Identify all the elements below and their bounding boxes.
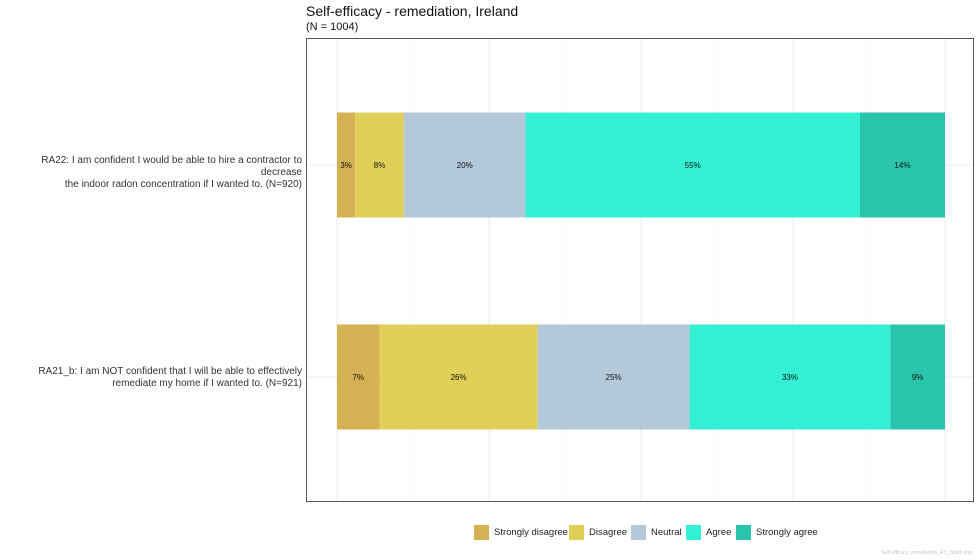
bar-ra22-disagree: [355, 112, 404, 218]
legend-swatch-strongly-agree: [736, 524, 751, 540]
bar-ra22-strongly-agree: [859, 112, 945, 218]
bar-ra21b-agree: [689, 324, 891, 430]
plot-area: 3% 8% 20% 55% 14% 7% 26% 25% 33% 9%: [307, 39, 973, 501]
bar-ra21b-neutral: [537, 324, 690, 430]
bar-ra21b-strongly-agree: [890, 324, 945, 430]
legend-item-strongly-agree: Strongly agree: [736, 523, 818, 541]
data-label-ra21b-disagree: 26%: [451, 373, 467, 382]
y-label-ra22: RA22: I am confident I would be able to …: [2, 155, 302, 191]
legend-label-strongly-agree: Strongly agree: [756, 526, 818, 538]
legend-swatch-agree: [686, 524, 701, 540]
legend-swatch-neutral: [631, 524, 646, 540]
legend-label-neutral: Neutral: [651, 526, 682, 538]
legend: Strongly disagree Disagree Neutral Agree…: [0, 523, 980, 541]
legend-item-strongly-disagree: Strongly disagree: [474, 523, 568, 541]
bar-ra22-strongly-disagree: [337, 112, 356, 218]
y-label-ra21b: RA21_b: I am NOT confident that I will b…: [2, 366, 302, 390]
data-label-ra22-neutral: 20%: [457, 161, 473, 170]
y-label-ra22-line-1: RA22: I am confident I would be able to …: [41, 155, 302, 178]
y-label-ra22-line-2: the indoor radon concentration if I want…: [64, 179, 302, 190]
data-label-ra21b-strongly-disagree: 7%: [352, 373, 364, 382]
legend-label-agree: Agree: [706, 526, 732, 538]
data-label-ra22-disagree: 8%: [374, 161, 386, 170]
data-label-ra22-strongly-agree: 14%: [894, 161, 910, 170]
data-label-ra21b-strongly-agree: 9%: [912, 373, 924, 382]
bar-ra22-agree: [525, 112, 860, 218]
chart-title: Self-efficacy - remediation, Ireland: [306, 3, 519, 19]
y-label-ra21b-line-1: RA21_b: I am NOT confident that I will b…: [38, 366, 302, 377]
legend-item-disagree: Disagree: [569, 523, 627, 541]
bar-ra22-neutral: [403, 112, 526, 218]
data-label-ra21b-neutral: 25%: [606, 373, 622, 382]
bar-ra21b-disagree: [379, 324, 538, 430]
bar-ra21b-strongly-disagree: [337, 324, 380, 430]
legend-label-disagree: Disagree: [589, 526, 628, 538]
plot-panel: 3% 8% 20% 55% 14% 7% 26% 25% 33% 9%: [306, 38, 974, 502]
legend-swatch-strongly-disagree: [474, 524, 489, 540]
legend-swatch-disagree: [569, 524, 584, 540]
legend-label-strongly-disagree: Strongly disagree: [494, 526, 568, 538]
data-label-ra22-strongly-disagree: 3%: [340, 161, 352, 170]
data-label-ra21b-agree: 33%: [782, 373, 798, 382]
file-watermark: Self-efficacy_remediation_RS_Stitch.png: [881, 550, 972, 556]
data-label-ra22-agree: 55%: [685, 161, 701, 170]
chart-subtitle: (N = 1004): [306, 21, 359, 33]
y-label-ra21b-line-2: remediate my home if I wanted to. (N=921…: [112, 378, 302, 389]
legend-item-agree: Agree: [686, 523, 731, 541]
legend-item-neutral: Neutral: [631, 523, 682, 541]
